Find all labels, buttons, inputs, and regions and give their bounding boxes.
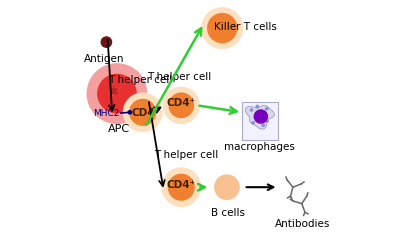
Polygon shape — [245, 106, 274, 129]
Text: CD4⁺: CD4⁺ — [167, 180, 196, 190]
Circle shape — [128, 111, 132, 114]
Circle shape — [250, 109, 253, 111]
Circle shape — [254, 110, 267, 123]
Text: CD4⁺: CD4⁺ — [167, 98, 196, 108]
FancyBboxPatch shape — [242, 102, 278, 140]
Circle shape — [168, 92, 194, 118]
Circle shape — [168, 174, 195, 201]
Circle shape — [112, 88, 117, 94]
Circle shape — [266, 108, 268, 110]
Circle shape — [129, 99, 156, 126]
Text: T helper cell: T helper cell — [147, 72, 211, 82]
Text: CD4⁺: CD4⁺ — [132, 109, 161, 118]
Text: T helper cell: T helper cell — [154, 150, 218, 160]
Circle shape — [97, 74, 137, 113]
Text: T helper cell: T helper cell — [108, 75, 172, 85]
Circle shape — [256, 105, 258, 108]
Circle shape — [101, 37, 112, 47]
Text: Killer T cells: Killer T cells — [214, 22, 277, 32]
Circle shape — [201, 7, 243, 49]
Circle shape — [262, 124, 264, 126]
Text: APC: APC — [108, 124, 130, 134]
Circle shape — [162, 87, 200, 124]
Circle shape — [207, 13, 238, 43]
Text: macrophages: macrophages — [224, 142, 295, 152]
Text: Antigen: Antigen — [84, 54, 124, 64]
Circle shape — [214, 174, 240, 200]
Circle shape — [266, 120, 268, 122]
Circle shape — [161, 167, 201, 207]
Text: MHC2: MHC2 — [93, 109, 119, 118]
Circle shape — [252, 122, 254, 124]
Circle shape — [86, 63, 147, 124]
Text: B cells: B cells — [211, 208, 245, 218]
Circle shape — [123, 92, 162, 132]
Text: Antibodies: Antibodies — [275, 219, 331, 229]
Circle shape — [209, 170, 244, 205]
